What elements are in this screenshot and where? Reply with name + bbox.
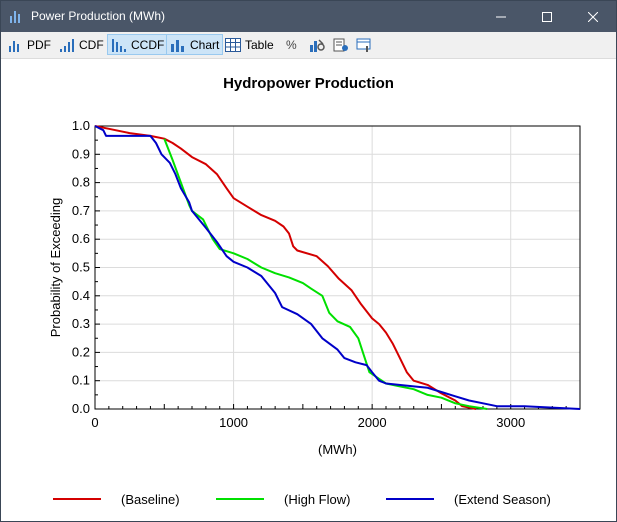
pdf-button[interactable]: PDF [4,34,54,55]
y-tick-label: 0.0 [72,401,90,416]
cdf-label: CDF [79,37,104,52]
x-axis-label: (MWh) [318,442,357,457]
series-line-3 [94,125,581,410]
x-tick-label: 1000 [219,415,248,430]
series-line-2 [163,138,488,410]
pdf-label: PDF [27,37,51,52]
cdf-button[interactable]: CDF [56,34,107,55]
minimize-icon [496,16,506,17]
properties-button[interactable] [330,34,356,55]
chart-settings-icon [310,38,325,52]
cdf-icon [60,38,74,52]
chart-view-button[interactable]: Chart [166,34,224,55]
y-tick-label: 0.8 [72,175,90,190]
table-label: Table [245,37,274,52]
chart-label: Chart [190,37,220,52]
y-tick-label: 0.1 [72,373,90,388]
ccdf-button[interactable]: CCDF [107,34,169,55]
legend-label-3: (Extend Season) [454,492,551,507]
y-tick-label: 0.2 [72,344,90,359]
chart-app-icon [9,9,23,28]
pdf-icon [9,40,19,52]
maximize-button[interactable] [524,1,570,32]
y-tick-label: 0.9 [72,146,90,161]
y-tick-label: 0.6 [72,231,90,246]
x-tick-label: 3000 [496,415,525,430]
x-tick-label: 0 [91,415,98,430]
settings-button[interactable] [306,34,332,55]
minimize-button[interactable] [478,1,524,32]
properties-icon [333,38,348,51]
options-button[interactable] [353,34,379,55]
y-tick-label: 0.5 [72,260,90,275]
legend-label-1: (Baseline) [121,492,180,507]
maximize-icon [542,11,552,22]
y-tick-label: 0.3 [72,316,90,331]
y-tick-label: 0.7 [72,203,90,218]
chart-area: Hydropower Production 0 1000 2000 3000 0.0 0.… [1,59,616,521]
toolbar: PDF CDF CCDF Chart Table % [1,32,616,59]
title-bar: Power Production (MWh) [1,1,616,32]
x-tick-label: 2000 [358,415,387,430]
y-tick-label: 0.4 [72,288,90,303]
legend-label-2: (High Flow) [284,492,350,507]
series-line-1 [94,125,477,410]
chart-icon [171,39,184,52]
chart-canvas: 0 1000 2000 3000 0.0 0.1 0.2 0.3 0.4 0.5 0.6 0.7 0.8… [48,118,581,507]
close-icon [588,11,598,22]
table-view-button[interactable]: Table [222,34,277,55]
y-axis-label: Probability of Exceeding [48,198,63,337]
percent-button[interactable]: % [283,34,300,55]
chart-title: Hydropower Production [223,75,394,92]
close-button[interactable] [570,1,616,32]
y-tick-label: 1.0 [72,118,90,133]
window-options-icon [356,38,371,52]
ccdf-label: CCDF [131,37,165,52]
table-icon [225,37,241,52]
ccdf-icon [112,38,126,52]
percent-label: % [286,37,297,52]
window-title: Power Production (MWh) [31,9,166,23]
